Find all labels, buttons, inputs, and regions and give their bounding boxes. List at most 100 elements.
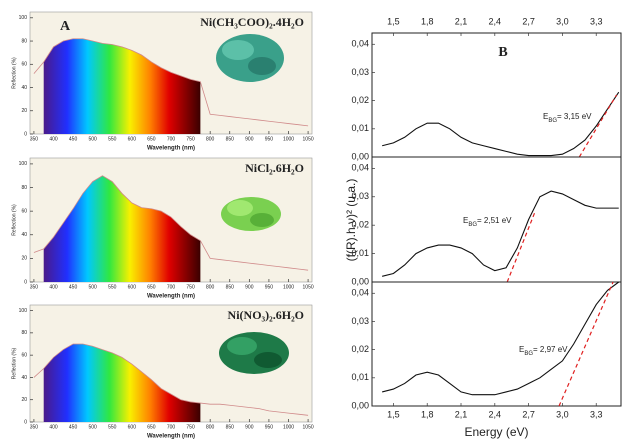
x-tick-label: 3,3 bbox=[590, 16, 603, 26]
x-tick-label: 2,4 bbox=[489, 16, 502, 26]
annotation: EBG= 2,97 eV bbox=[519, 345, 568, 356]
y-tick-label: 0,02 bbox=[351, 95, 369, 105]
x-tick-label: 1050 bbox=[303, 284, 314, 290]
x-tick-label: 850 bbox=[226, 136, 235, 142]
x-tick-label: 750 bbox=[186, 136, 195, 142]
spectrum-area bbox=[43, 175, 201, 282]
x-tick-label: 350 bbox=[30, 136, 39, 142]
x-tick-label: 650 bbox=[147, 284, 156, 290]
x-tick-label: 2,7 bbox=[522, 16, 535, 26]
x-tick-label: 600 bbox=[128, 424, 137, 430]
x-tick-label: 500 bbox=[88, 424, 97, 430]
annotation: EBG= 2,51 eV bbox=[463, 216, 512, 227]
x-tick-label: 1000 bbox=[283, 136, 294, 142]
x-tick-label: 1050 bbox=[303, 424, 314, 430]
x-tick-label: 700 bbox=[167, 284, 176, 290]
annotation-part: E bbox=[463, 216, 468, 225]
y-tick-label: 40 bbox=[21, 375, 27, 381]
y-tick-label: 40 bbox=[21, 85, 27, 91]
annotation: EBG= 3,15 eV bbox=[543, 112, 592, 123]
x-tick-label: 950 bbox=[265, 424, 274, 430]
annotation-part: = 2,97 eV bbox=[533, 345, 568, 354]
x-tick-label: 750 bbox=[186, 284, 195, 290]
fit-line bbox=[578, 94, 618, 158]
x-axis-label: Wavelength (nm) bbox=[147, 294, 195, 300]
y-axis-label: (f(R).h.ν)² (u.a.) bbox=[344, 179, 358, 262]
x-tick-label: 800 bbox=[206, 284, 215, 290]
x-axis-label: Wavelength (nm) bbox=[147, 146, 195, 152]
x-tick-label: 400 bbox=[49, 424, 58, 430]
x-tick-label: 1,8 bbox=[421, 409, 434, 419]
x-tick-label: 700 bbox=[167, 136, 176, 142]
x-tick-label: 2,1 bbox=[455, 16, 468, 26]
y-tick-label: 20 bbox=[21, 108, 27, 114]
x-tick-label: 1000 bbox=[283, 284, 294, 290]
x-tick-label: 400 bbox=[49, 284, 58, 290]
y-tick-label: 0 bbox=[24, 279, 27, 285]
panel-label: B bbox=[498, 45, 507, 60]
line bbox=[33, 38, 309, 127]
x-tick-label: 900 bbox=[245, 136, 254, 142]
y-tick-label: 0,02 bbox=[351, 220, 369, 230]
y-axis-label: Reflection (%) bbox=[11, 347, 17, 379]
y-tick-label: 60 bbox=[21, 62, 27, 68]
y-tick-label: 0,01 bbox=[351, 248, 369, 258]
y-tick-label: 0,00 bbox=[351, 276, 369, 286]
y-tick-label: 20 bbox=[21, 397, 27, 403]
y-tick-label: 0,03 bbox=[351, 316, 369, 326]
x-tick-label: 2,4 bbox=[489, 409, 502, 419]
y-axis-label: Reflection (%) bbox=[11, 204, 17, 236]
y-tick-label: 0,03 bbox=[351, 67, 369, 77]
x-tick-label: 950 bbox=[265, 284, 274, 290]
x-tick-label: 3,0 bbox=[556, 16, 569, 26]
chart-title: Ni(CH₃COO)₂.4H₂O bbox=[200, 15, 304, 29]
x-tick-label: 450 bbox=[69, 136, 78, 142]
y-tick-label: 0,02 bbox=[351, 344, 369, 354]
y-tick-label: 60 bbox=[21, 352, 27, 358]
x-tick-label: 1,5 bbox=[387, 409, 400, 419]
x-tick-label: 2,1 bbox=[455, 409, 468, 419]
x-tick-label: 550 bbox=[108, 284, 117, 290]
line bbox=[382, 190, 619, 277]
x-tick-label: 650 bbox=[147, 136, 156, 142]
fit-line bbox=[558, 281, 614, 407]
x-tick-label: 600 bbox=[128, 284, 137, 290]
x-tick-label: 650 bbox=[147, 424, 156, 430]
y-tick-label: 80 bbox=[21, 330, 27, 336]
line bbox=[33, 343, 309, 416]
x-tick-label: 450 bbox=[69, 424, 78, 430]
x-tick-label: 550 bbox=[108, 424, 117, 430]
x-tick-label: 3,0 bbox=[556, 409, 569, 419]
panel-label: A bbox=[60, 19, 71, 34]
x-tick-label: 1,5 bbox=[387, 16, 400, 26]
photo bbox=[216, 34, 289, 374]
plot-area bbox=[371, 32, 622, 158]
x-tick-label: 900 bbox=[245, 284, 254, 290]
x-tick-label: 550 bbox=[108, 136, 117, 142]
x-tick-label: 800 bbox=[206, 424, 215, 430]
x-tick-label: 800 bbox=[206, 136, 215, 142]
y-tick-label: 0,04 bbox=[351, 288, 369, 298]
x-tick-label: 900 bbox=[245, 424, 254, 430]
x-tick-label: 500 bbox=[88, 284, 97, 290]
x-tick-label: 500 bbox=[88, 136, 97, 142]
x-tick-label: 850 bbox=[226, 424, 235, 430]
y-tick-label: 0,04 bbox=[351, 39, 369, 49]
chart-title: Ni(NO₃)₂.6H₂O bbox=[228, 308, 304, 322]
plot-area bbox=[371, 156, 622, 283]
x-tick-label: 1,8 bbox=[421, 16, 434, 26]
x-tick-label: 400 bbox=[49, 136, 58, 142]
y-tick-label: 0,03 bbox=[351, 191, 369, 201]
plot-area bbox=[371, 281, 622, 407]
x-tick-label: 3,3 bbox=[590, 409, 603, 419]
annotation-part: BG bbox=[468, 222, 477, 228]
x-tick-label: 2,7 bbox=[522, 409, 535, 419]
chart-title: NiCl₂.6H₂O bbox=[245, 161, 304, 175]
x-tick-label: 750 bbox=[186, 424, 195, 430]
spectrum-area bbox=[43, 38, 201, 134]
line bbox=[382, 91, 620, 157]
annotation-part: E bbox=[519, 345, 524, 354]
x-tick-label: 950 bbox=[265, 136, 274, 142]
